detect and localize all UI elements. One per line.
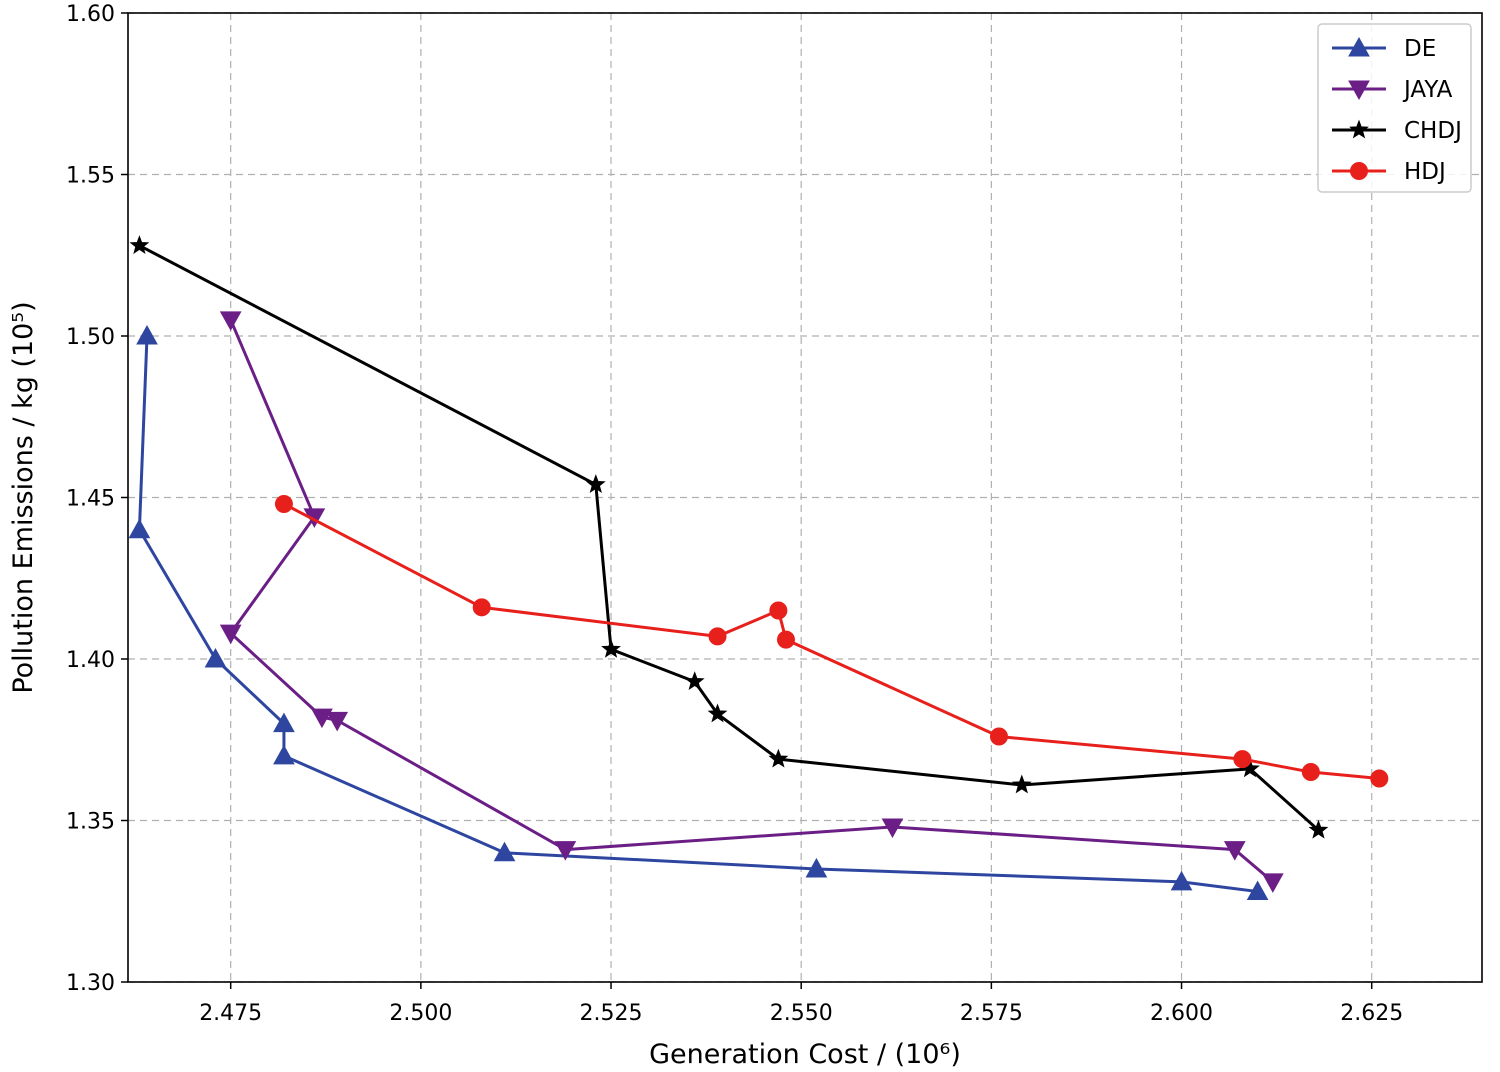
legend-label-chdj: CHDJ <box>1404 118 1462 144</box>
chdj-point <box>601 638 621 658</box>
chdj-point <box>1308 819 1329 839</box>
y-tick-label: 1.35 <box>66 810 115 835</box>
de-point <box>136 324 158 345</box>
y-axis-label: Pollution Emissions / kg (10⁵) <box>8 301 39 693</box>
x-tick-label: 2.625 <box>1340 1001 1403 1026</box>
chdj-point <box>1011 774 1032 794</box>
jaya-line <box>229 319 1274 884</box>
hdj-line <box>283 502 1380 781</box>
chdj-point <box>684 671 705 691</box>
hdj-point <box>769 601 788 620</box>
series-chdj <box>129 235 1329 839</box>
x-axis-label: Generation Cost / (10⁶) <box>649 1039 961 1070</box>
x-tick-label: 2.550 <box>770 1001 833 1026</box>
jaya-point <box>1223 841 1246 861</box>
legend-box <box>1317 23 1472 193</box>
y-tick-label: 1.50 <box>66 325 115 350</box>
y-tick-label: 1.60 <box>66 2 115 27</box>
de-point <box>273 744 295 765</box>
series-de <box>128 324 1269 901</box>
hdj-point <box>776 630 795 649</box>
x-tick-label: 2.600 <box>1150 1001 1213 1026</box>
x-tick-label: 2.475 <box>199 1001 262 1026</box>
legend: DE JAYA CHDJ HDJ <box>1317 23 1472 193</box>
legend-item-de: DE <box>1332 36 1436 62</box>
x-tick-label: 2.500 <box>389 1001 452 1026</box>
legend-marker-jaya <box>1348 80 1370 101</box>
legend-marker-de <box>1348 36 1370 57</box>
y-tick-label: 1.30 <box>66 971 115 996</box>
chdj-point <box>129 235 150 254</box>
de-point <box>273 712 295 733</box>
de-line <box>137 335 1258 894</box>
chdj-point <box>585 474 606 494</box>
x-tick-label: 2.575 <box>960 1001 1023 1026</box>
hdj-point <box>1301 763 1320 782</box>
jaya-point <box>219 311 242 331</box>
de-point <box>805 857 828 878</box>
hdj-point <box>1233 750 1252 769</box>
y-tick-label: 1.40 <box>66 648 115 673</box>
hdj-point <box>472 598 491 617</box>
jaya-point <box>311 708 333 729</box>
legend-marker-hdj <box>1350 162 1368 180</box>
legend-marker-chdj <box>1349 119 1369 139</box>
jaya-point <box>881 818 904 838</box>
de-point <box>128 518 151 539</box>
legend-item-chdj: CHDJ <box>1332 118 1462 144</box>
ticks: 2.475 2.500 2.525 2.550 2.575 2.600 2.625 1.30 1… <box>66 2 1403 1026</box>
jaya-point <box>554 841 577 861</box>
hdj-point <box>274 494 293 513</box>
legend-label-jaya: JAYA <box>1402 77 1453 103</box>
jaya-point <box>326 711 349 732</box>
legend-item-jaya: JAYA <box>1332 77 1453 103</box>
chdj-point <box>707 703 728 723</box>
chdj-line <box>138 244 1320 832</box>
series-hdj <box>274 494 1389 788</box>
hdj-point <box>1370 769 1389 788</box>
de-point <box>204 647 227 668</box>
y-tick-label: 1.45 <box>66 487 115 512</box>
series-jaya <box>219 311 1284 893</box>
legend-label-hdj: HDJ <box>1404 159 1446 185</box>
jaya-point <box>1261 873 1284 893</box>
chdj-point <box>768 748 789 768</box>
jaya-point <box>219 624 242 645</box>
de-point <box>1170 870 1193 891</box>
x-tick-label: 2.525 <box>580 1001 643 1026</box>
de-point <box>1246 880 1269 901</box>
series-layer <box>128 235 1389 901</box>
y-tick-label: 1.55 <box>66 164 115 189</box>
legend-label-de: DE <box>1404 36 1436 62</box>
de-point <box>493 841 516 862</box>
hdj-point <box>708 627 727 646</box>
hdj-point <box>989 727 1008 746</box>
legend-item-hdj: HDJ <box>1332 159 1446 185</box>
grid <box>128 12 1482 983</box>
